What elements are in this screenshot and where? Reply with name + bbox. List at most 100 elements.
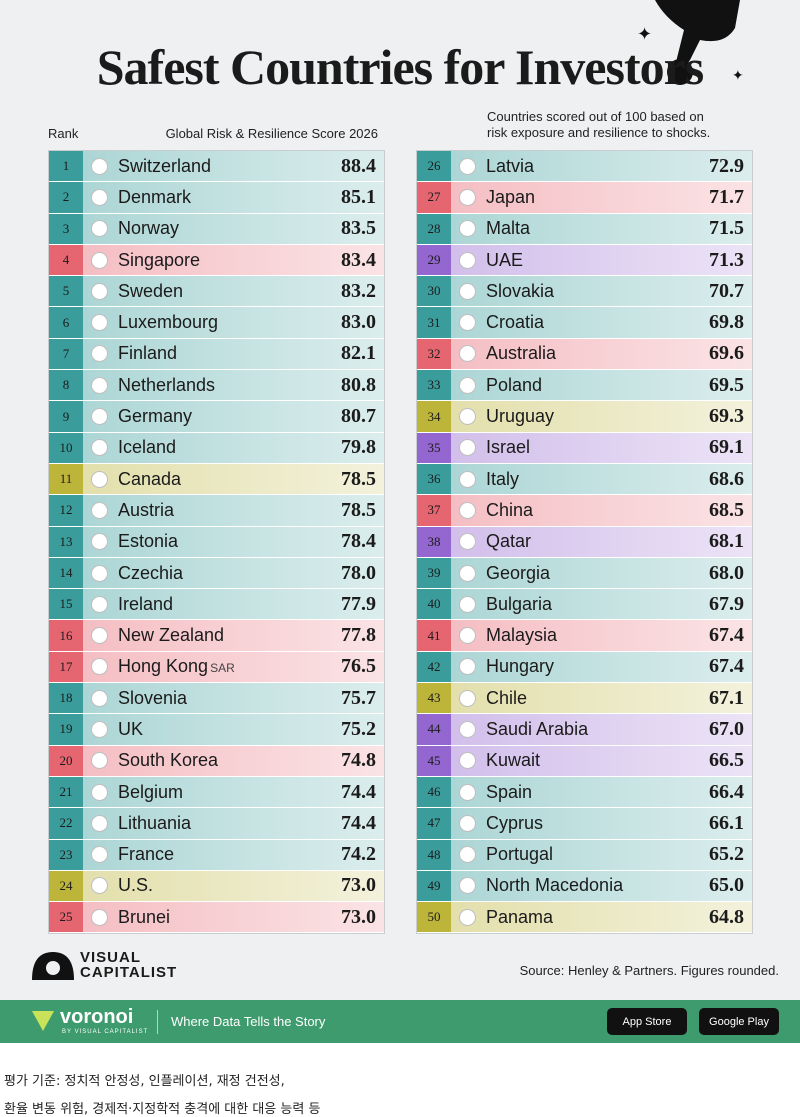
- country: Portugal: [486, 844, 709, 865]
- score: 65.0: [709, 874, 744, 897]
- rank: 33: [417, 370, 451, 401]
- score: 65.2: [709, 843, 744, 866]
- country: Qatar: [486, 531, 709, 552]
- country: Canada: [118, 469, 341, 490]
- logo-icon: [32, 952, 74, 980]
- country-name: Luxembourg: [118, 312, 219, 333]
- country: Uruguay: [486, 406, 709, 427]
- score: 74.4: [341, 811, 376, 834]
- country: China: [486, 500, 709, 521]
- country-name: Georgia: [486, 562, 551, 583]
- country: UAE: [486, 250, 709, 271]
- country-name: China: [486, 499, 534, 520]
- table-row: 3 Norway 83.5: [49, 213, 384, 245]
- country-name: Malaysia: [486, 625, 558, 646]
- divider: [157, 1010, 158, 1034]
- country: Lithuania: [118, 813, 341, 834]
- rank: 48: [417, 839, 451, 870]
- country-name: Brunei: [118, 906, 171, 927]
- score: 68.6: [709, 467, 744, 490]
- rank: 31: [417, 307, 451, 338]
- poster: ✦ ✦ Safest Countries for Investors Rank …: [0, 0, 800, 1000]
- score: 71.7: [709, 185, 744, 208]
- flag: [459, 345, 476, 363]
- table-row: 28 Malta 71.5: [417, 213, 752, 245]
- score: 69.5: [709, 373, 744, 396]
- country-name: Sweden: [118, 280, 184, 301]
- score: 71.3: [709, 248, 744, 271]
- score: 76.5: [341, 655, 376, 678]
- flag: [91, 783, 108, 801]
- rank: 16: [49, 620, 83, 651]
- table-row: 44 Saudi Arabia 67.0: [417, 714, 752, 746]
- country: Finland: [118, 343, 341, 364]
- table-row: 17 Hong Kong SAR 76.5: [49, 651, 384, 684]
- flag: [459, 783, 476, 801]
- country: Luxembourg: [118, 312, 341, 333]
- country-name: France: [118, 844, 175, 865]
- table-row: 1 Switzerland 88.4: [49, 151, 384, 183]
- rank: 23: [49, 839, 83, 870]
- flag: [91, 220, 108, 238]
- rank: 2: [49, 182, 83, 213]
- country-name: Lithuania: [118, 812, 192, 833]
- score: 67.1: [709, 686, 744, 709]
- subtitle-line: risk exposure and resilience to shocks.: [487, 125, 711, 140]
- country: Ireland: [118, 594, 341, 615]
- country-name: New Zealand: [118, 625, 225, 646]
- flag: [459, 251, 476, 269]
- rank: 45: [417, 745, 451, 776]
- table-row: 19 UK 75.2: [49, 714, 384, 746]
- table-row: 43 Chile 67.1: [417, 683, 752, 715]
- flag: [459, 501, 476, 519]
- rank: 30: [417, 276, 451, 307]
- score: 83.0: [341, 311, 376, 334]
- table-row: 20 South Korea 74.8: [49, 745, 384, 777]
- country-name: Bulgaria: [486, 593, 553, 614]
- score: 69.8: [709, 311, 744, 334]
- country: Poland: [486, 375, 709, 396]
- country-name: South Korea: [118, 750, 219, 771]
- rank: 40: [417, 589, 451, 620]
- country-name: Israel: [486, 437, 531, 458]
- table-row: 13 Estonia 78.4: [49, 526, 384, 558]
- table-row: 12 Austria 78.5: [49, 495, 384, 527]
- rank: 3: [49, 213, 83, 244]
- table-row: 49 North Macedonia 65.0: [417, 870, 752, 903]
- flag: [459, 408, 476, 426]
- flag: [91, 564, 108, 582]
- google-play-button[interactable]: Google Play: [699, 1008, 779, 1035]
- app-store-button[interactable]: App Store: [607, 1008, 687, 1035]
- score: 69.6: [709, 342, 744, 365]
- flag: [91, 595, 108, 613]
- flag: [459, 627, 476, 645]
- country: Hungary: [486, 656, 709, 677]
- rank: 1: [49, 151, 83, 182]
- country-name: Italy: [486, 468, 520, 489]
- source: Source: Henley & Partners. Figures round…: [519, 963, 779, 978]
- score: 69.1: [709, 436, 744, 459]
- flag: [91, 282, 108, 300]
- country: Norway: [118, 218, 341, 239]
- country: Cyprus: [486, 813, 709, 834]
- country-name: Chile: [486, 687, 528, 708]
- country: Bulgaria: [486, 594, 709, 615]
- tagline: Where Data Tells the Story: [171, 1014, 326, 1029]
- rank: 4: [49, 244, 83, 276]
- score: 75.2: [341, 717, 376, 740]
- country: Croatia: [486, 312, 709, 333]
- country: Australia: [486, 343, 709, 364]
- score: 78.5: [341, 467, 376, 490]
- flag: [459, 814, 476, 832]
- country-name: North Macedonia: [486, 875, 624, 896]
- country: Slovakia: [486, 281, 709, 302]
- score: 70.7: [709, 279, 744, 302]
- rank: 49: [417, 870, 451, 902]
- country: Latvia: [486, 156, 709, 177]
- sparkle: ✦: [732, 67, 744, 83]
- rank: 36: [417, 463, 451, 495]
- rank: 25: [49, 902, 83, 933]
- score: 66.5: [709, 749, 744, 772]
- table-row: 14 Czechia 78.0: [49, 557, 384, 590]
- rank: 38: [417, 526, 451, 557]
